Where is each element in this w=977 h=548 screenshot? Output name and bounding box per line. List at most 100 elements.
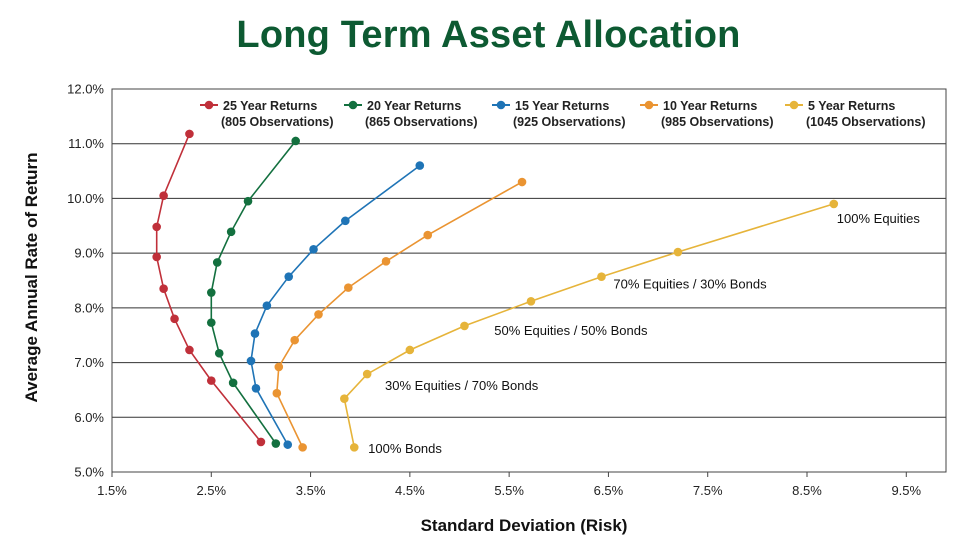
legend-label: 10 Year Returns bbox=[663, 99, 757, 113]
data-point bbox=[251, 383, 261, 393]
data-point bbox=[829, 199, 839, 209]
series-25-year-returns bbox=[152, 129, 266, 447]
legend-sublabel: (1045 Observations) bbox=[806, 115, 926, 129]
x-tick-label: 4.5% bbox=[395, 483, 425, 498]
x-tick-label: 2.5% bbox=[196, 483, 226, 498]
data-point bbox=[597, 272, 606, 281]
legend-item: 5 Year Returns (1045 Observations) bbox=[785, 99, 926, 129]
data-point bbox=[341, 216, 350, 226]
legend-item: 15 Year Returns (925 Observations) bbox=[492, 99, 626, 129]
legend-marker bbox=[204, 100, 214, 110]
y-axis-title: Average Annual Rate of Return bbox=[22, 152, 41, 402]
data-point bbox=[170, 314, 179, 324]
data-point bbox=[291, 136, 300, 146]
x-tick-label: 5.5% bbox=[494, 483, 524, 498]
legend-item: 20 Year Returns (865 Observations) bbox=[344, 99, 478, 129]
legend-marker bbox=[644, 100, 654, 110]
data-point bbox=[152, 252, 161, 262]
y-tick-label: 5.0% bbox=[74, 465, 104, 480]
annotations: 100% Equities 70% Equities / 30% Bonds 50%… bbox=[368, 211, 920, 456]
data-point bbox=[460, 321, 469, 331]
annotation-label: 30% Equities / 70% Bonds bbox=[385, 378, 539, 393]
series-line bbox=[250, 164, 421, 445]
data-point bbox=[228, 378, 238, 388]
data-point bbox=[405, 345, 415, 355]
data-point bbox=[159, 191, 168, 200]
series-20-year-returns bbox=[206, 136, 300, 448]
data-point bbox=[246, 356, 256, 366]
series-5-year-returns bbox=[340, 199, 839, 452]
data-point bbox=[256, 437, 266, 447]
data-point bbox=[344, 283, 353, 292]
x-tick-label: 7.5% bbox=[693, 483, 723, 498]
data-point bbox=[517, 177, 527, 187]
legend-label: 15 Year Returns bbox=[515, 99, 609, 113]
data-point bbox=[673, 247, 683, 257]
data-point bbox=[526, 296, 536, 306]
data-point bbox=[415, 161, 425, 170]
legend-label: 20 Year Returns bbox=[367, 99, 461, 113]
data-point bbox=[272, 388, 282, 398]
data-point bbox=[250, 329, 260, 338]
axes: 5.0% 6.0% 7.0% 8.0% 9.0% 10.0% 11.0% 12.0% 1.5% 2… bbox=[67, 82, 947, 498]
legend-marker bbox=[496, 100, 506, 110]
x-axis-title: Standard Deviation (Risk) bbox=[421, 516, 628, 535]
legend-marker bbox=[348, 100, 358, 110]
y-tick-label: 10.0% bbox=[67, 191, 104, 206]
data-point bbox=[212, 258, 222, 267]
annotation-label: 50% Equities / 50% Bonds bbox=[494, 323, 648, 338]
legend-sublabel: (805 Observations) bbox=[221, 115, 334, 129]
data-point bbox=[262, 301, 272, 310]
legend-label: 5 Year Returns bbox=[808, 99, 895, 113]
data-point bbox=[362, 369, 372, 379]
data-point bbox=[206, 376, 216, 385]
data-point bbox=[226, 227, 236, 237]
data-point bbox=[206, 288, 216, 297]
data-point bbox=[185, 345, 194, 355]
data-point bbox=[152, 222, 161, 232]
x-tick-label: 1.5% bbox=[97, 483, 127, 498]
plot-frame bbox=[111, 88, 947, 473]
x-tick-label: 8.5% bbox=[792, 483, 822, 498]
y-tick-label: 11.0% bbox=[68, 136, 104, 151]
data-point bbox=[185, 129, 194, 139]
legend-label: 25 Year Returns bbox=[223, 99, 317, 113]
x-tick-label: 3.5% bbox=[296, 483, 326, 498]
data-point bbox=[340, 394, 349, 403]
x-tick-label: 6.5% bbox=[594, 483, 624, 498]
data-point bbox=[271, 439, 281, 448]
legend-item: 10 Year Returns (985 Observations) bbox=[640, 99, 774, 129]
y-tick-label: 6.0% bbox=[74, 410, 104, 425]
y-tick-label: 12.0% bbox=[67, 82, 104, 97]
data-point bbox=[314, 310, 323, 319]
x-tick-label: 9.5% bbox=[891, 483, 921, 498]
data-point bbox=[283, 440, 293, 449]
grid-lines bbox=[112, 143, 946, 418]
series-15-year-returns bbox=[246, 161, 425, 449]
legend: 25 Year Returns (805 Observations) 20 Year… bbox=[200, 99, 926, 129]
series-10-year-returns bbox=[272, 177, 527, 452]
y-tick-label: 8.0% bbox=[74, 300, 104, 315]
y-tick-label: 7.0% bbox=[74, 355, 104, 370]
data-point bbox=[284, 272, 294, 281]
annotation-label: 70% Equities / 30% Bonds bbox=[613, 277, 767, 292]
data-point bbox=[206, 318, 216, 327]
annotation-label: 100% Equities bbox=[837, 211, 921, 226]
data-point bbox=[309, 245, 318, 254]
data-point bbox=[290, 335, 299, 345]
data-point bbox=[274, 362, 284, 372]
data-point bbox=[423, 230, 433, 240]
series-line bbox=[275, 181, 523, 448]
series-line bbox=[210, 140, 297, 444]
legend-sublabel: (865 Observations) bbox=[365, 115, 478, 129]
data-point bbox=[243, 196, 253, 206]
data-point bbox=[214, 348, 224, 358]
legend-item: 25 Year Returns (805 Observations) bbox=[200, 99, 334, 129]
data-point bbox=[381, 257, 391, 266]
legend-marker bbox=[789, 100, 799, 110]
legend-sublabel: (985 Observations) bbox=[661, 115, 774, 129]
legend-sublabel: (925 Observations) bbox=[513, 115, 626, 129]
data-point bbox=[159, 284, 168, 294]
chart-title: Long Term Asset Allocation bbox=[236, 14, 741, 56]
